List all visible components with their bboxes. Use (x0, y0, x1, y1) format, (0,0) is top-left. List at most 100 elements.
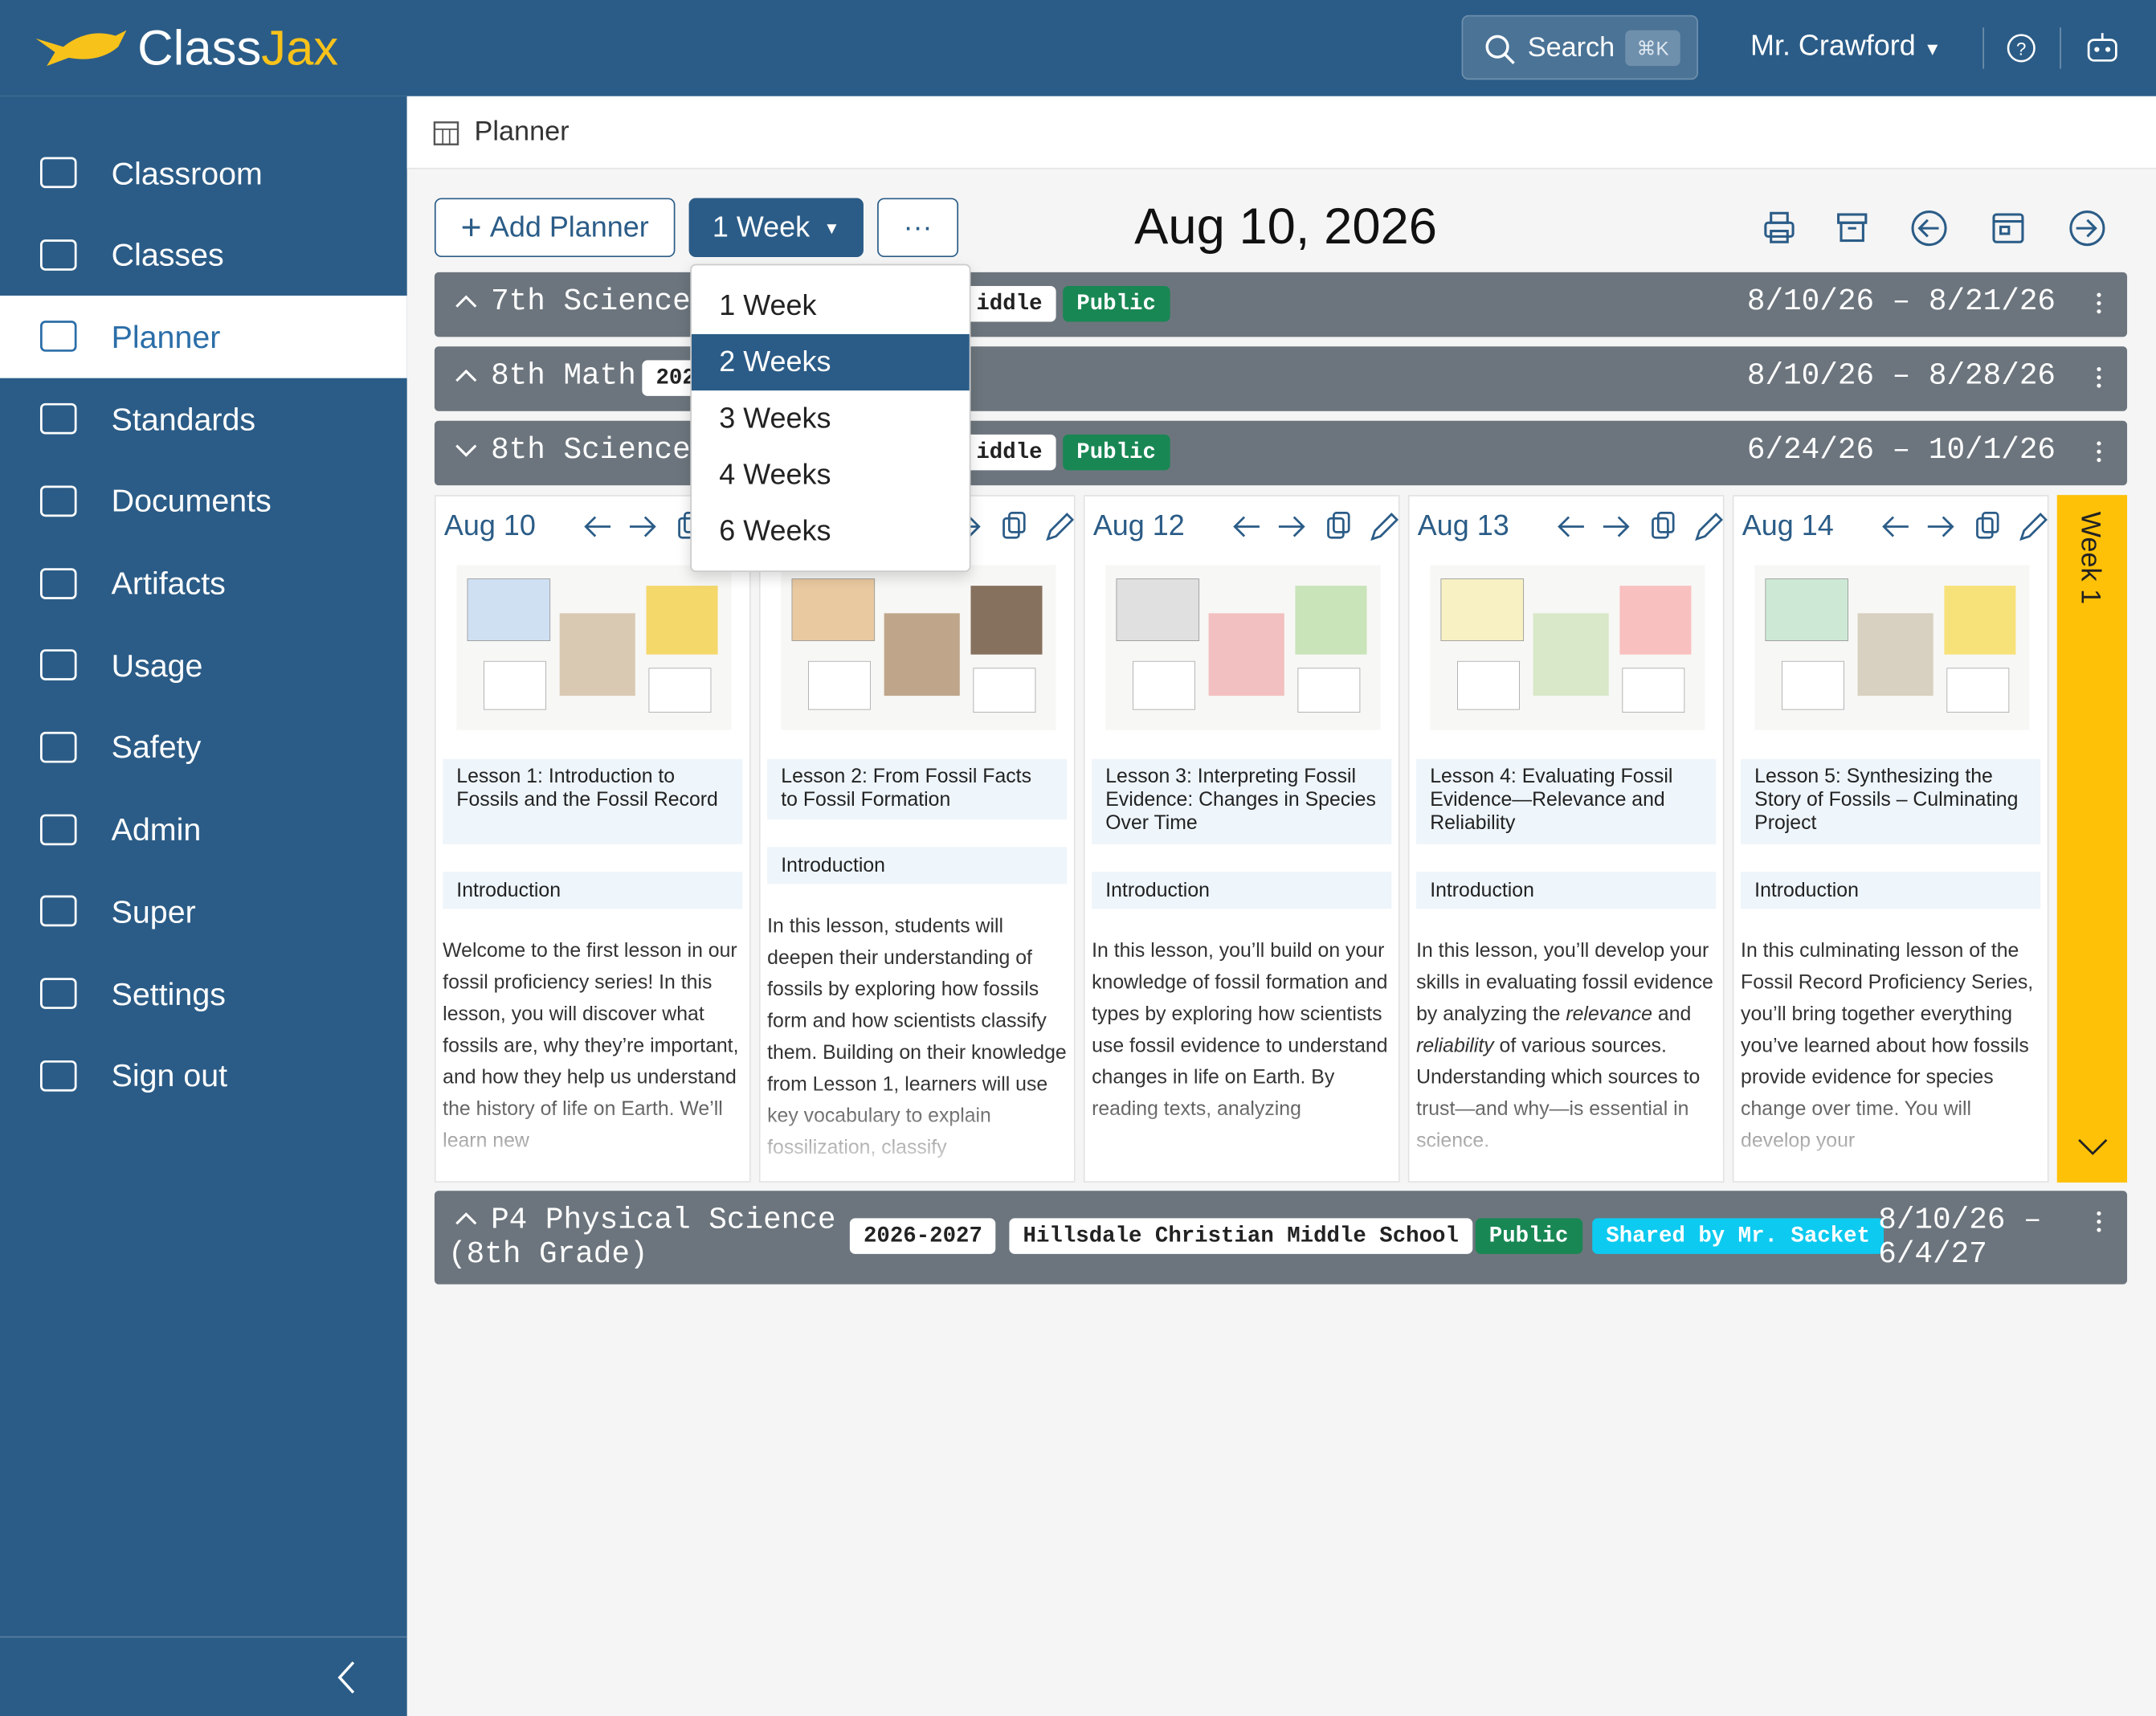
day-card[interactable]: Aug 14 Lesson 5: Synthesizing the Story o… (1732, 495, 2049, 1183)
week-toggle[interactable] (2076, 1137, 2109, 1156)
nav-item[interactable]: Documents (0, 460, 407, 543)
search-button[interactable]: Search ⌘K (1461, 14, 1698, 80)
user-menu[interactable]: Mr. Crawford ▼ (1750, 30, 1942, 63)
nav-item[interactable]: Planner (0, 296, 407, 379)
lesson-title[interactable]: Lesson 3: Interpreting Fossil Evidence: … (1092, 758, 1392, 844)
nav-icon (39, 649, 77, 681)
nav-item[interactable]: Safety (0, 707, 407, 790)
divider (0, 1636, 407, 1638)
nav-icon (39, 485, 77, 517)
current-date: Aug 10, 2026 (1134, 198, 1437, 255)
nav-icon (39, 402, 77, 435)
dropdown-item[interactable]: 2 Weeks (692, 333, 970, 391)
planner-row[interactable]: 8th Science iddle Public 6/24/26 – 10/1/26 (434, 420, 2128, 486)
collapse-toggle[interactable] (454, 441, 479, 458)
breadcrumb: Planner (474, 116, 570, 148)
nav-item[interactable]: Super (0, 871, 407, 954)
nav-label: Classes (111, 236, 224, 273)
planner-badge: Public (1475, 1218, 1582, 1254)
day-actions[interactable] (1554, 508, 1724, 546)
planner-badge: Hillsdale Christian Middle School (1009, 1218, 1473, 1254)
nav-item[interactable]: Admin (0, 789, 407, 872)
lesson-text: In this culminating lesson of the Fossil… (1741, 937, 2046, 1158)
bot-icon[interactable] (2083, 31, 2121, 67)
collapse-toggle[interactable] (454, 293, 479, 310)
collapse-button[interactable] (330, 1658, 363, 1697)
planner-row[interactable]: 8th Math 202 8/10/26 – 8/28/26 (434, 346, 2128, 411)
planner-menu[interactable] (2097, 363, 2102, 392)
planner-title: 8th Math (491, 358, 636, 394)
planner-badge: iddle (962, 286, 1056, 322)
add-planner-label: Add Planner (489, 210, 649, 243)
nav-item[interactable]: Artifacts (0, 542, 407, 625)
week-bar[interactable]: Week 1 (2056, 495, 2128, 1183)
planner-row[interactable]: 7th Science iddle Public 8/10/26 – 8/21/26 (434, 272, 2128, 337)
nav-item[interactable]: Usage (0, 624, 407, 707)
lesson-title[interactable]: Lesson 5: Synthesizing the Story of Foss… (1741, 758, 2041, 844)
planner-title: P4 Physical Science (8th Grade) (448, 1203, 836, 1273)
collapse-toggle[interactable] (454, 367, 479, 384)
date-toolbar-icons (1764, 210, 2105, 247)
text-run: reliability (1416, 1035, 1494, 1058)
day-card[interactable]: Aug 12 Lesson 3: Interpreting Fossil Evid… (1083, 495, 1400, 1183)
nav-label: Documents (111, 483, 272, 519)
divider (1982, 27, 1985, 69)
nav-label: Usage (111, 647, 203, 684)
nav-item[interactable]: Classes (0, 214, 407, 296)
range-dropdown: 1 Week 2 Weeks 3 Weeks 4 Weeks 6 Weeks (690, 264, 971, 573)
svg-text:?: ? (2016, 39, 2026, 59)
add-planner-button[interactable]: + Add Planner (434, 198, 676, 258)
lesson-image (781, 565, 1056, 730)
nav-icon (39, 813, 77, 845)
section-label: Introduction (1092, 872, 1392, 909)
nav-label: Planner (111, 318, 221, 355)
planner-dates: 8/10/26 – 8/28/26 (1746, 358, 2056, 394)
range-button[interactable]: 1 Week ▼ (688, 198, 864, 258)
planner-row[interactable]: P4 Physical Science (8th Grade) 2026-2027… (434, 1191, 2128, 1285)
planner-menu[interactable] (2097, 1207, 2102, 1236)
nav-item[interactable]: Settings (0, 953, 407, 1036)
fade (760, 1085, 1074, 1182)
nav-icon (39, 1060, 77, 1092)
text-run: In this lesson, you’ll build on your kno… (1092, 940, 1388, 1121)
day-card[interactable]: Lesson 2: From Fossil Facts to Fossil Fo… (758, 495, 1076, 1183)
nav-item[interactable]: Sign out (0, 1035, 407, 1117)
logo-icon (35, 30, 127, 67)
day-card[interactable]: Aug 13 Lesson 4: Evaluating Fossil Eviden… (1407, 495, 1725, 1183)
day-date: Aug 13 (1417, 509, 1509, 542)
fade (1733, 1085, 2048, 1182)
dropdown-item[interactable]: 4 Weeks (719, 458, 831, 491)
planner-menu[interactable] (2097, 437, 2102, 466)
day-actions[interactable] (1229, 508, 1399, 546)
planner-badge: Public (1063, 286, 1170, 322)
planner-badge: Public (1063, 434, 1170, 471)
planner-badge: 2026-2027 (849, 1218, 997, 1254)
nav-icon (39, 321, 77, 353)
nav-item[interactable]: Classroom (0, 132, 407, 214)
lesson-title[interactable]: Lesson 2: From Fossil Facts to Fossil Fo… (767, 758, 1068, 820)
day-date: Aug 14 (1742, 509, 1834, 542)
planner-menu[interactable] (2097, 288, 2102, 317)
breadcrumb-bar: Planner (406, 96, 2156, 170)
lesson-title[interactable]: Lesson 4: Evaluating Fossil Evidence—Rel… (1416, 758, 1717, 844)
text-run: In this lesson, you’ll develop your skil… (1416, 940, 1713, 1026)
fade (435, 1085, 749, 1182)
nav-item[interactable]: Standards (0, 378, 407, 461)
day-card[interactable]: Aug 10 Lesson 1: Introduction to Fossils … (434, 495, 751, 1183)
search-icon (1485, 35, 1515, 64)
help-icon[interactable]: ? (2006, 33, 2039, 66)
brand: ClassJax (137, 19, 338, 77)
nav-icon (39, 239, 77, 271)
lesson-title[interactable]: Lesson 1: Introduction to Fossils and th… (443, 758, 743, 844)
planner-dates: 6/24/26 – 10/1/26 (1746, 433, 2056, 468)
dropdown-item[interactable]: 1 Week (719, 289, 817, 321)
dropdown-item[interactable]: 3 Weeks (719, 402, 831, 434)
planner-dates: 8/10/26 – 6/4/27 (1878, 1203, 2042, 1273)
dropdown-item[interactable]: 6 Weeks (719, 514, 831, 547)
collapse-toggle[interactable] (454, 1210, 479, 1227)
day-actions[interactable] (1878, 508, 2048, 546)
section-label: Introduction (767, 847, 1068, 885)
top-bar: ClassJax Search ⌘K Mr. Crawford ▼ ? (0, 0, 2156, 96)
more-button[interactable]: ··· (877, 198, 959, 258)
